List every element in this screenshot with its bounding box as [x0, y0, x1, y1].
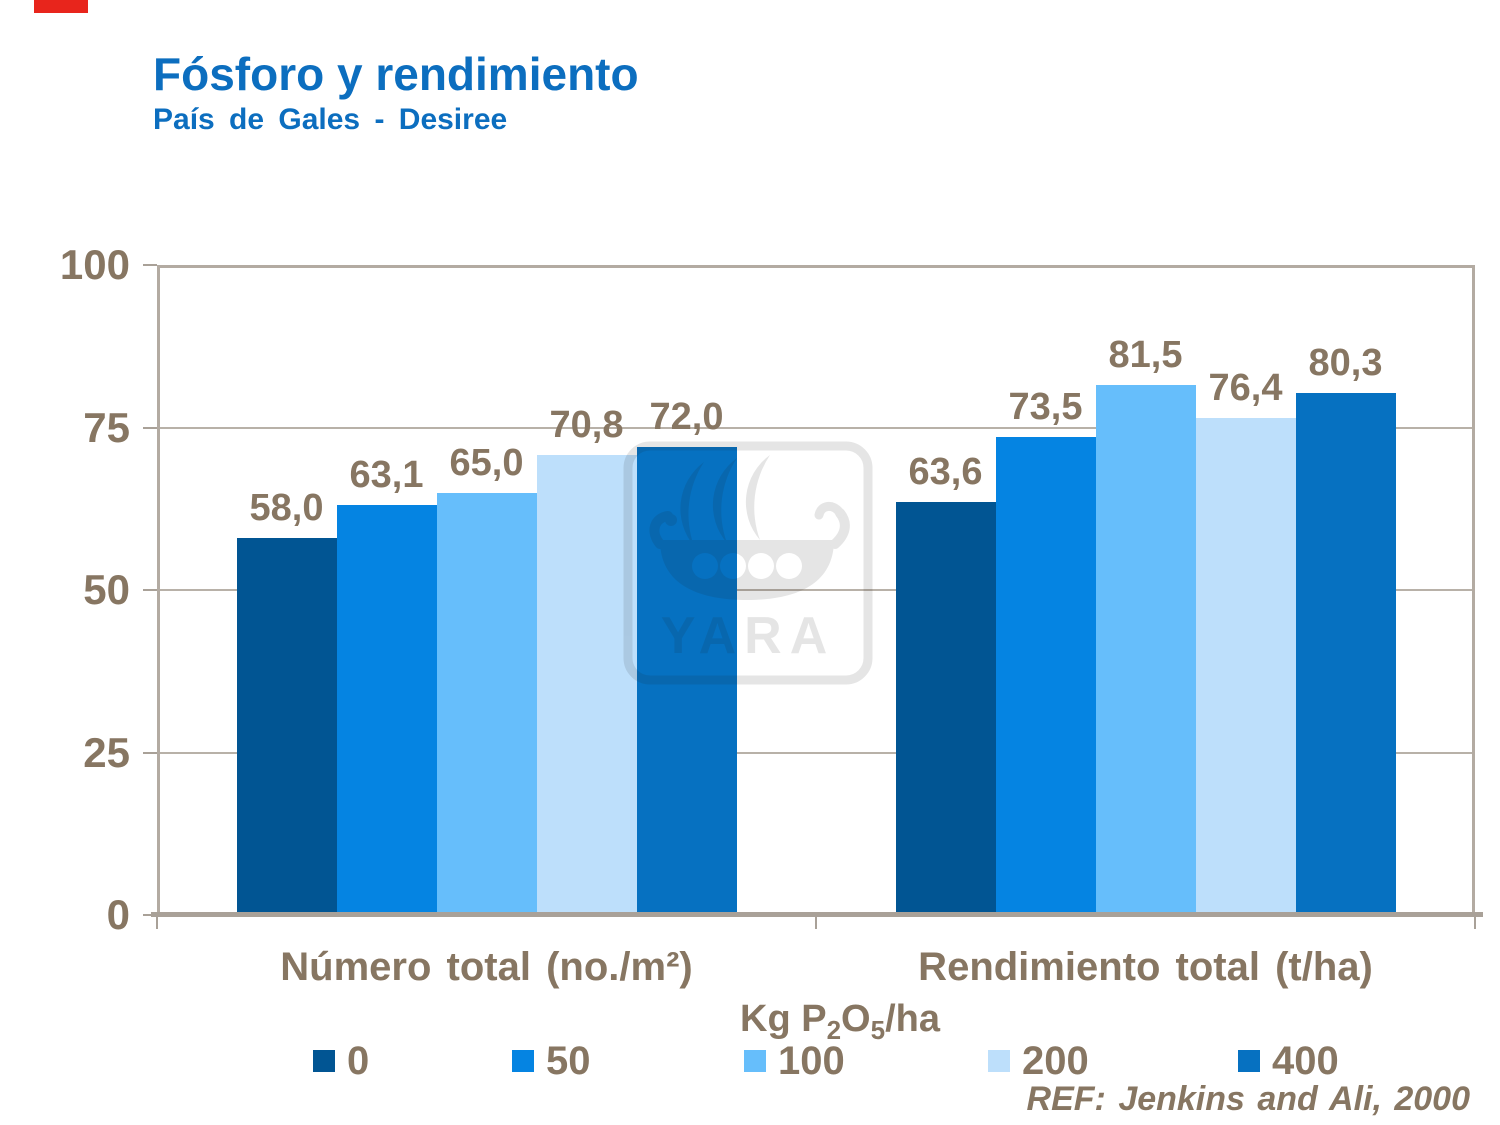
ship-bow-icon [830, 508, 850, 549]
ship-head-icon [814, 502, 845, 520]
bar-0-kg [236, 538, 337, 912]
ship-sail-icon [680, 462, 704, 546]
y-axis-tick [143, 751, 157, 754]
axis-title-part: /ha [885, 998, 940, 1040]
legend-swatch-200 [988, 1050, 1010, 1072]
bar-value-label: 81,5 [1108, 334, 1183, 377]
bar-value-label: 65,0 [449, 441, 524, 484]
bar-100-kg [1095, 385, 1196, 912]
legend-swatch-50 [512, 1050, 534, 1072]
bar-200-kg [1195, 418, 1296, 912]
page-subtitle: País de Gales - Desiree [153, 103, 508, 136]
bar-0-kg [895, 501, 996, 912]
y-axis-tick-label: 50 [83, 566, 130, 613]
y-axis-tick-label: 0 [106, 891, 130, 938]
bar-50-kg [995, 437, 1096, 912]
bar-100-kg [436, 492, 537, 912]
legend-swatch-100 [744, 1050, 766, 1072]
bar-200-kg [536, 454, 637, 912]
legend-label-50: 50 [546, 1039, 591, 1083]
legend-label-400: 400 [1272, 1039, 1339, 1083]
y-axis-tick-label: 100 [59, 241, 130, 288]
bar-value-label: 76,4 [1208, 367, 1283, 410]
bar-value-label: 72,0 [649, 396, 724, 438]
x-axis-line [151, 912, 1483, 917]
bar-value-label: 63,1 [349, 453, 424, 496]
watermark-border [623, 441, 873, 685]
axis-title-subscript: 2 [826, 1015, 842, 1045]
watermark-text: YARA [661, 607, 836, 665]
y-axis-tick [143, 914, 157, 916]
bar-value-label: 73,5 [1008, 386, 1083, 429]
bar-400-kg [1295, 393, 1396, 912]
legend-label-100: 100 [778, 1039, 845, 1083]
legend-label-200: 200 [1022, 1039, 1089, 1083]
category-label: Rendimiento total (t/ha) [918, 945, 1373, 989]
page-title: Fósforo y rendimiento [153, 48, 639, 100]
ship-stern-knob [665, 514, 677, 526]
y-axis-tick [143, 264, 157, 266]
reference-note: REF: Jenkins and Ali, 2000 [1026, 1080, 1470, 1118]
legend-swatch-400 [1238, 1050, 1260, 1072]
y-axis-tick-label: 25 [83, 728, 130, 776]
axis-title-part: O [841, 998, 871, 1040]
bar-400-kg [636, 447, 737, 912]
axis-title-subscript: 5 [870, 1015, 886, 1045]
bar-50-kg [336, 504, 437, 912]
x-axis-title: Kg P2O5/ha [740, 996, 940, 1045]
y-axis-tick-label: 75 [83, 403, 130, 451]
x-axis-tick [815, 915, 817, 929]
ship-sail-icon [745, 455, 770, 540]
bar-value-label: 80,3 [1308, 342, 1383, 385]
y-axis-tick [143, 589, 157, 591]
slide-accent-bar [34, 0, 88, 13]
ship-sail-icon [712, 458, 737, 543]
axis-title-part: Kg P [740, 998, 827, 1040]
ship-hull-icon [660, 540, 834, 600]
ship-stern-icon [649, 511, 673, 549]
x-axis-tick [1474, 915, 1476, 929]
gridline [157, 589, 1475, 591]
bar-value-label: 70,8 [549, 403, 624, 446]
category-label: Número total (no./m²) [280, 945, 693, 989]
gridline [157, 751, 1475, 754]
bar-value-label: 58,0 [249, 487, 324, 529]
y-axis-tick [143, 426, 157, 429]
x-axis-tick [156, 915, 158, 929]
legend-swatch-0 [313, 1050, 335, 1072]
yara-watermark: YARA [623, 441, 873, 685]
gridline [157, 426, 1475, 429]
legend-label-0: 0 [347, 1039, 370, 1083]
bar-value-label: 63,6 [908, 450, 983, 493]
